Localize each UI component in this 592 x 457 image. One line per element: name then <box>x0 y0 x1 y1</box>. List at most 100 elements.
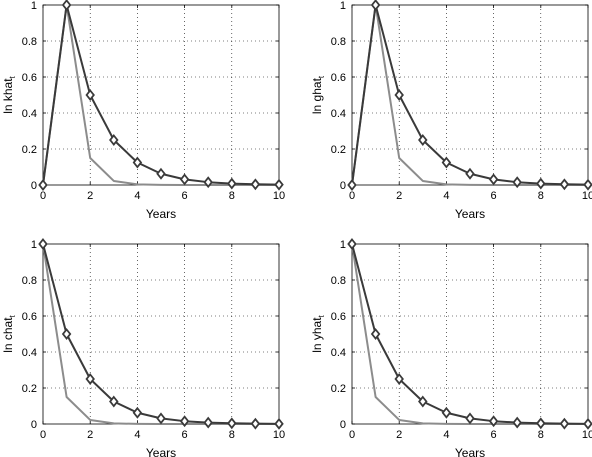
x-tick-label: 8 <box>538 429 544 441</box>
series-1-point <box>347 238 357 250</box>
series-1-point <box>250 178 261 191</box>
y-tick-label: 0 <box>340 180 346 192</box>
y-tick-label: 0.2 <box>22 144 37 156</box>
x-tick-label: 0 <box>40 429 46 441</box>
x-tick-label: 4 <box>443 190 449 202</box>
y-axis-label-main: ln chat <box>1 317 15 353</box>
y-tick-label: 1 <box>340 239 346 251</box>
series-1-point <box>156 412 166 425</box>
y-tick-label: 0.4 <box>331 347 346 359</box>
plot-frame <box>351 243 589 425</box>
series-line-1 <box>351 243 589 425</box>
series-1-point <box>488 415 499 428</box>
y-axis-label-main: ln khat <box>1 78 15 114</box>
y-axis-label: ln chatt <box>1 314 17 352</box>
y-tick-label: 0.6 <box>22 311 37 323</box>
series-line-1 <box>42 243 280 425</box>
y-tick-label: 0.8 <box>22 36 37 48</box>
x-tick-label: 0 <box>40 190 46 202</box>
x-tick-label: 6 <box>491 190 497 202</box>
y-axis-label: ln ghatt <box>310 75 326 114</box>
y-tick-label: 0.4 <box>22 347 37 359</box>
x-tick-label: 10 <box>582 190 592 202</box>
x-axis-label: Years <box>455 207 485 221</box>
series-1-point <box>274 417 284 430</box>
series-1-point <box>109 395 119 408</box>
x-axis-label: Years <box>455 446 485 457</box>
y-axis-label-main: ln ghat <box>310 77 324 114</box>
plot-frame <box>351 4 589 186</box>
series-1-point <box>347 179 357 191</box>
series-1-point <box>418 395 428 408</box>
series-1-point <box>418 134 428 146</box>
series-line-2 <box>42 4 279 186</box>
x-tick-label: 10 <box>582 429 592 441</box>
x-tick-label: 4 <box>134 190 140 202</box>
x-tick-label: 8 <box>229 429 235 441</box>
y-tick-label: 0.2 <box>22 383 37 395</box>
series-1-point <box>203 176 213 189</box>
series-line-1 <box>351 4 589 186</box>
x-tick-label: 6 <box>182 429 188 441</box>
series-line-2 <box>42 243 279 425</box>
y-tick-label: 0.2 <box>331 383 346 395</box>
y-tick-label: 0 <box>340 419 346 431</box>
series-1-point <box>85 89 95 101</box>
chart-panel-4: 0 2 4 6 8 10 0 0.2 0.4 0.6 0.8 1 Years ln yhatt <box>310 238 592 457</box>
series-line-1 <box>42 4 280 186</box>
y-tick-label: 0.2 <box>331 144 346 156</box>
x-tick-label: 4 <box>134 429 140 441</box>
plot-frame <box>42 4 280 186</box>
series-1-point <box>583 178 592 191</box>
series-1-point <box>274 178 284 191</box>
y-axis-label-sub: t <box>317 75 326 78</box>
series-1-point <box>370 328 381 340</box>
series-1-point <box>536 177 546 190</box>
series-line-2 <box>351 4 588 186</box>
series-1-point <box>61 328 72 340</box>
series-1-point <box>441 156 452 169</box>
y-tick-label: 0.8 <box>331 36 346 48</box>
plot-frame <box>42 243 280 425</box>
y-tick-label: 0.4 <box>331 108 346 120</box>
x-tick-label: 8 <box>538 190 544 202</box>
x-tick-label: 2 <box>396 429 402 441</box>
series-1-point <box>179 415 190 428</box>
y-tick-label: 0.6 <box>22 72 37 84</box>
series-1-point <box>441 406 452 419</box>
x-tick-label: 2 <box>87 429 93 441</box>
chart-panel-2: 0 2 4 6 8 10 0 0.2 0.4 0.6 0.8 1 Years ln ghatt <box>310 0 592 221</box>
x-axis-label: Years <box>146 207 176 221</box>
series-1-point <box>370 0 381 11</box>
series-1-point <box>61 0 72 11</box>
y-tick-label: 1 <box>340 0 346 12</box>
series-1-point <box>132 156 143 169</box>
x-tick-label: 0 <box>349 190 355 202</box>
series-1-point <box>512 416 522 429</box>
y-tick-label: 0.8 <box>331 275 346 287</box>
series-1-point <box>38 179 48 191</box>
y-axis-label-sub: t <box>8 314 17 317</box>
series-1-point <box>559 417 570 430</box>
y-axis-label-main: ln yhat <box>310 317 324 353</box>
series-1-point <box>465 412 475 425</box>
y-tick-label: 0 <box>31 180 37 192</box>
y-axis-label-sub: t <box>8 75 17 78</box>
series-1-point <box>109 134 119 146</box>
y-axis-label: ln yhatt <box>310 314 326 352</box>
series-1-point <box>132 406 143 419</box>
series-1-point <box>85 373 95 385</box>
series-1-point <box>465 167 475 180</box>
y-axis-label: ln khatt <box>1 75 17 113</box>
y-tick-label: 0.8 <box>22 275 37 287</box>
x-tick-label: 10 <box>273 190 285 202</box>
series-1-point <box>488 173 499 186</box>
series-1-point <box>250 417 261 430</box>
x-tick-label: 6 <box>491 429 497 441</box>
series-1-point <box>38 238 48 250</box>
series-1-point <box>583 417 592 430</box>
series-1-point <box>227 417 237 430</box>
x-tick-label: 4 <box>443 429 449 441</box>
series-1-point <box>512 176 522 189</box>
